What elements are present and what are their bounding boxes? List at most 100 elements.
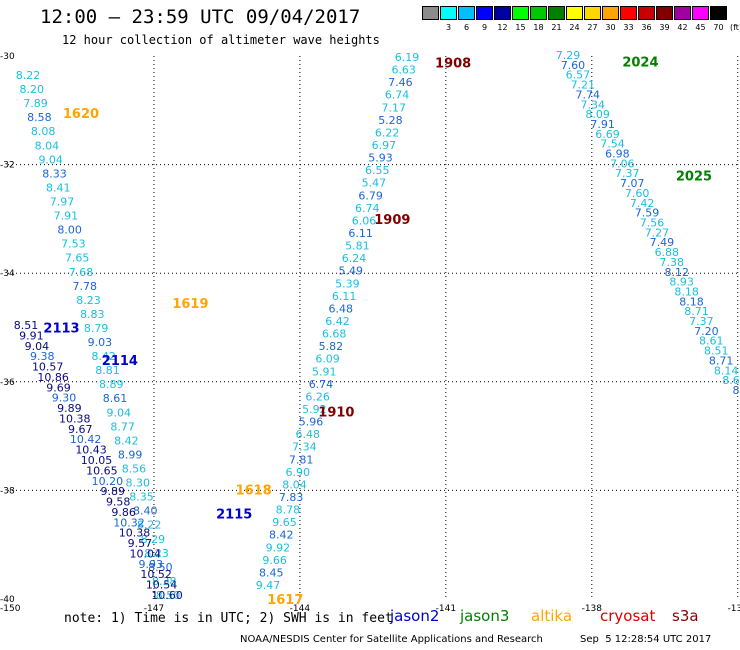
swh-value: 6.88 — [655, 246, 680, 259]
swh-value: 7.17 — [382, 101, 407, 114]
swh-value: 8.50 — [148, 561, 173, 574]
swh-value: 5.91 — [312, 365, 337, 378]
swh-value: 6.22 — [375, 126, 400, 139]
legend-cryosat: cryosat — [600, 607, 656, 625]
swh-value: 7.07 — [620, 177, 645, 190]
swh-value: 10.60 — [151, 589, 183, 602]
swh-value: 8.71 — [709, 354, 734, 367]
swh-value: 6.97 — [372, 139, 397, 152]
swh-value: 5.39 — [335, 277, 360, 290]
swh-value: 10.04 — [130, 547, 162, 560]
swh-value: 7.56 — [640, 217, 665, 230]
swh-value: 8.00 — [57, 224, 82, 237]
swh-value: 7.59 — [635, 207, 660, 220]
swh-value: 8.78 — [276, 504, 301, 517]
swh-value: 8.14 — [714, 364, 739, 377]
swh-value: 5.93 — [368, 152, 393, 165]
swh-value: 7.97 — [50, 195, 75, 208]
swh-value: 8.04 — [282, 478, 307, 491]
swh-value: 7.65 — [65, 252, 90, 265]
swh-value: 8.18 — [679, 295, 704, 308]
credit-line: NOAA/NESDIS Center for Satellite Applica… — [240, 634, 543, 645]
swh-value: 8.22 — [137, 519, 162, 532]
swh-value: 6.55 — [365, 164, 390, 177]
swh-value: 6.74 — [385, 89, 410, 102]
color-swatch — [530, 6, 547, 20]
color-scale-label: 36 — [641, 23, 652, 32]
map-subtitle: 12 hour collection of altimeter wave hei… — [62, 33, 380, 47]
swh-value: 5.82 — [319, 340, 344, 353]
color-swatch — [422, 6, 439, 20]
swh-value: 7.29 — [556, 49, 581, 62]
pass-label: 1909 — [374, 213, 410, 228]
swh-value: 7.60 — [625, 187, 650, 200]
swh-value: 9.04 — [38, 153, 63, 166]
swh-value: 8.45 — [259, 566, 284, 579]
swh-value: 10.57 — [32, 361, 64, 374]
swh-value: 8.61 — [103, 392, 128, 405]
swh-value: 9.58 — [106, 496, 131, 509]
swh-value: 7.34 — [292, 441, 317, 454]
swh-value: 7.74 — [576, 88, 601, 101]
swh-value: 8.42 — [91, 350, 116, 363]
color-scale-label: 12 — [497, 23, 508, 32]
swh-value: 8.51 — [704, 345, 729, 358]
swh-value: 6.19 — [395, 51, 420, 64]
swh-value: 6.48 — [295, 428, 320, 441]
swh-value: 8.71 — [684, 305, 709, 318]
altimeter-tracks: 8.228.207.898.588.088.049.048.338.417.97… — [14, 49, 740, 602]
color-scale-label: 33 — [623, 23, 634, 32]
legend-jason3: jason3 — [460, 607, 510, 625]
swh-value: 7.54 — [600, 138, 625, 151]
color-swatch — [458, 6, 475, 20]
swh-value: 8.79 — [84, 322, 109, 335]
swh-value: 9.65 — [272, 516, 297, 529]
color-swatch — [692, 6, 709, 20]
swh-value: 8.56 — [122, 463, 147, 476]
swh-value: 9.67 — [68, 423, 93, 436]
swh-value: 8.33 — [42, 167, 67, 180]
swh-value: 9.86 — [111, 506, 136, 519]
color-swatch — [548, 6, 565, 20]
swh-value: 8.42 — [269, 529, 294, 542]
swh-value: 10.54 — [146, 579, 178, 592]
lon-tick-label: -150 — [0, 604, 21, 614]
pass-label: 2113 — [43, 322, 79, 337]
swh-value: 10.38 — [59, 412, 91, 425]
color-scale-label: 42 — [677, 23, 688, 32]
pass-label: 1910 — [318, 406, 354, 421]
swh-value: 8.58 — [27, 111, 52, 124]
legend-s3a: s3a — [672, 607, 699, 625]
swh-value: 8.20 — [20, 83, 45, 96]
swh-value: 10.38 — [119, 527, 151, 540]
color-scale-label: 18 — [533, 23, 544, 32]
swh-value: 8.81 — [95, 364, 120, 377]
color-scale-label: 30 — [605, 23, 616, 32]
swh-value: 8.38 — [152, 575, 177, 588]
lat-tick-label: -38 — [0, 486, 15, 496]
swh-value: 8.77 — [110, 420, 135, 433]
swh-value: 7.42 — [630, 197, 655, 210]
legend-altika: altika — [531, 607, 573, 625]
lon-tick-label: -147 — [144, 604, 164, 614]
swh-value: 8.51 — [14, 319, 39, 332]
swh-value: 5.49 — [338, 265, 363, 278]
swh-value: 6.57 — [566, 69, 591, 82]
swh-value: 7.37 — [689, 315, 714, 328]
color-swatch — [602, 6, 619, 20]
color-scale-label: 3 — [445, 23, 452, 32]
swh-value: 8.09 — [585, 108, 610, 121]
swh-value: 7.83 — [279, 491, 304, 504]
swh-value: 7.34 — [580, 98, 605, 111]
swh-value: 6.11 — [332, 290, 357, 303]
swh-value: 8.50 — [156, 589, 181, 602]
swh-value: 9.66 — [262, 554, 287, 567]
swh-value: 7.49 — [650, 236, 675, 249]
swh-value: 7.27 — [645, 226, 670, 239]
color-swatch — [710, 6, 727, 20]
color-swatch — [656, 6, 673, 20]
swh-value: 9.03 — [88, 336, 113, 349]
swh-value: 7.06 — [610, 157, 635, 170]
color-swatch — [494, 6, 511, 20]
swh-value: 5.28 — [378, 114, 403, 127]
